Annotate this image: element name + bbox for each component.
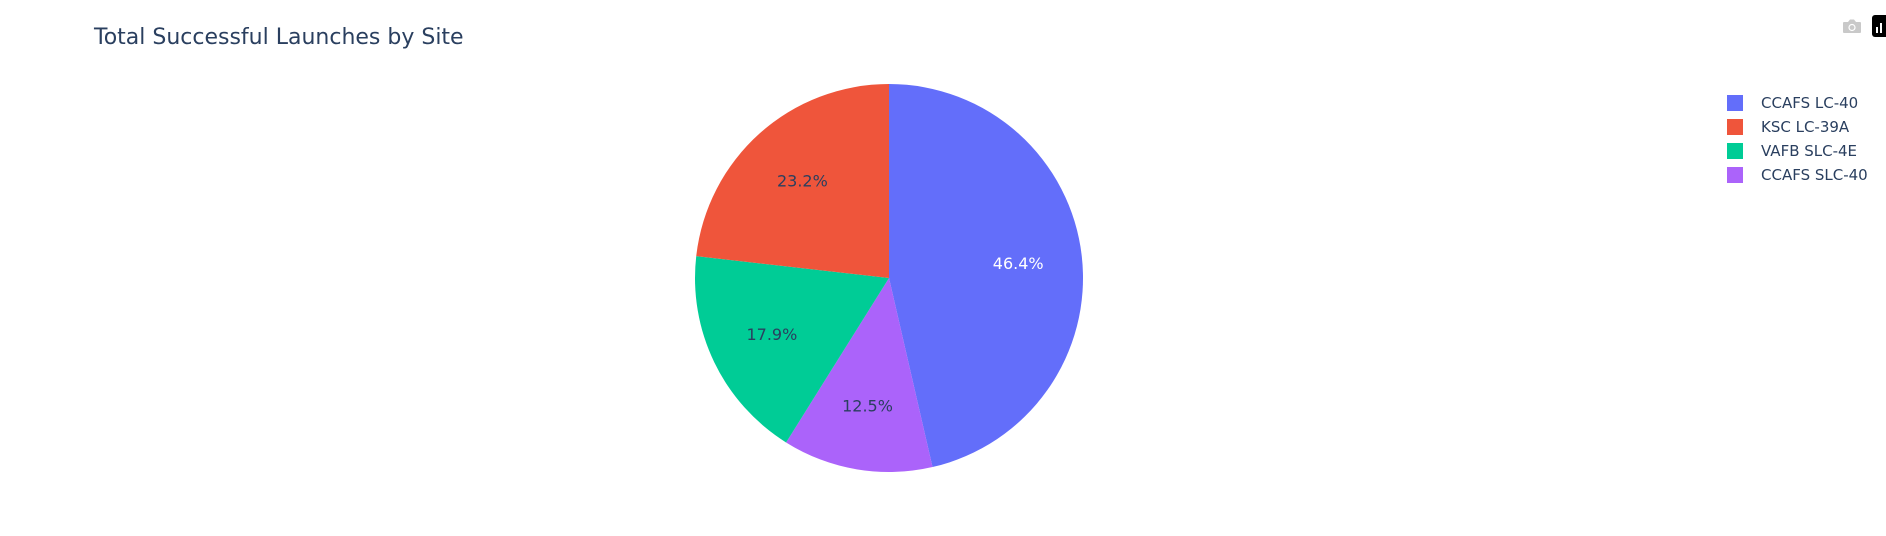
pie-labels: 46.4% 12.5% 17.9% 23.2% — [746, 172, 1043, 416]
pie-slice-ccafs-lc-40[interactable] — [889, 83, 1084, 468]
modebar — [1838, 14, 1886, 38]
legend-item-ccafs-slc-40[interactable]: CCAFS SLC-40 — [1727, 163, 1868, 187]
plotly-logo-icon[interactable] — [1872, 15, 1886, 37]
legend-swatch — [1727, 119, 1743, 135]
pie-slices — [695, 83, 1084, 473]
pie-label-ccafs-lc-40: 46.4% — [993, 254, 1044, 273]
pie-slice-ksc-lc-39a[interactable] — [696, 84, 889, 278]
legend-item-vafb-slc-4e[interactable]: VAFB SLC-4E — [1727, 139, 1868, 163]
legend-label: CCAFS SLC-40 — [1761, 166, 1868, 184]
pie-label-vafb-slc-4e: 17.9% — [746, 325, 797, 344]
camera-icon[interactable] — [1838, 14, 1866, 38]
legend-item-ksc-lc-39a[interactable]: KSC LC-39A — [1727, 115, 1868, 139]
chart-title: Total Successful Launches by Site — [94, 25, 464, 50]
pie-slice-ccafs-slc-40[interactable] — [786, 278, 933, 473]
legend-label: CCAFS LC-40 — [1761, 94, 1859, 112]
legend-label: KSC LC-39A — [1761, 118, 1850, 136]
pie-label-ccafs-slc-40: 12.5% — [842, 397, 893, 416]
pie-label-ksc-lc-39a: 23.2% — [777, 172, 828, 191]
legend-swatch — [1727, 167, 1743, 183]
pie-slice-vafb-slc-4e[interactable] — [695, 256, 889, 443]
legend-item-ccafs-lc-40[interactable]: CCAFS LC-40 — [1727, 91, 1868, 115]
legend-swatch — [1727, 143, 1743, 159]
legend-swatch — [1727, 95, 1743, 111]
legend-label: VAFB SLC-4E — [1761, 142, 1858, 160]
legend: CCAFS LC-40 KSC LC-39A VAFB SLC-4E CCAFS SL… — [1727, 91, 1868, 187]
